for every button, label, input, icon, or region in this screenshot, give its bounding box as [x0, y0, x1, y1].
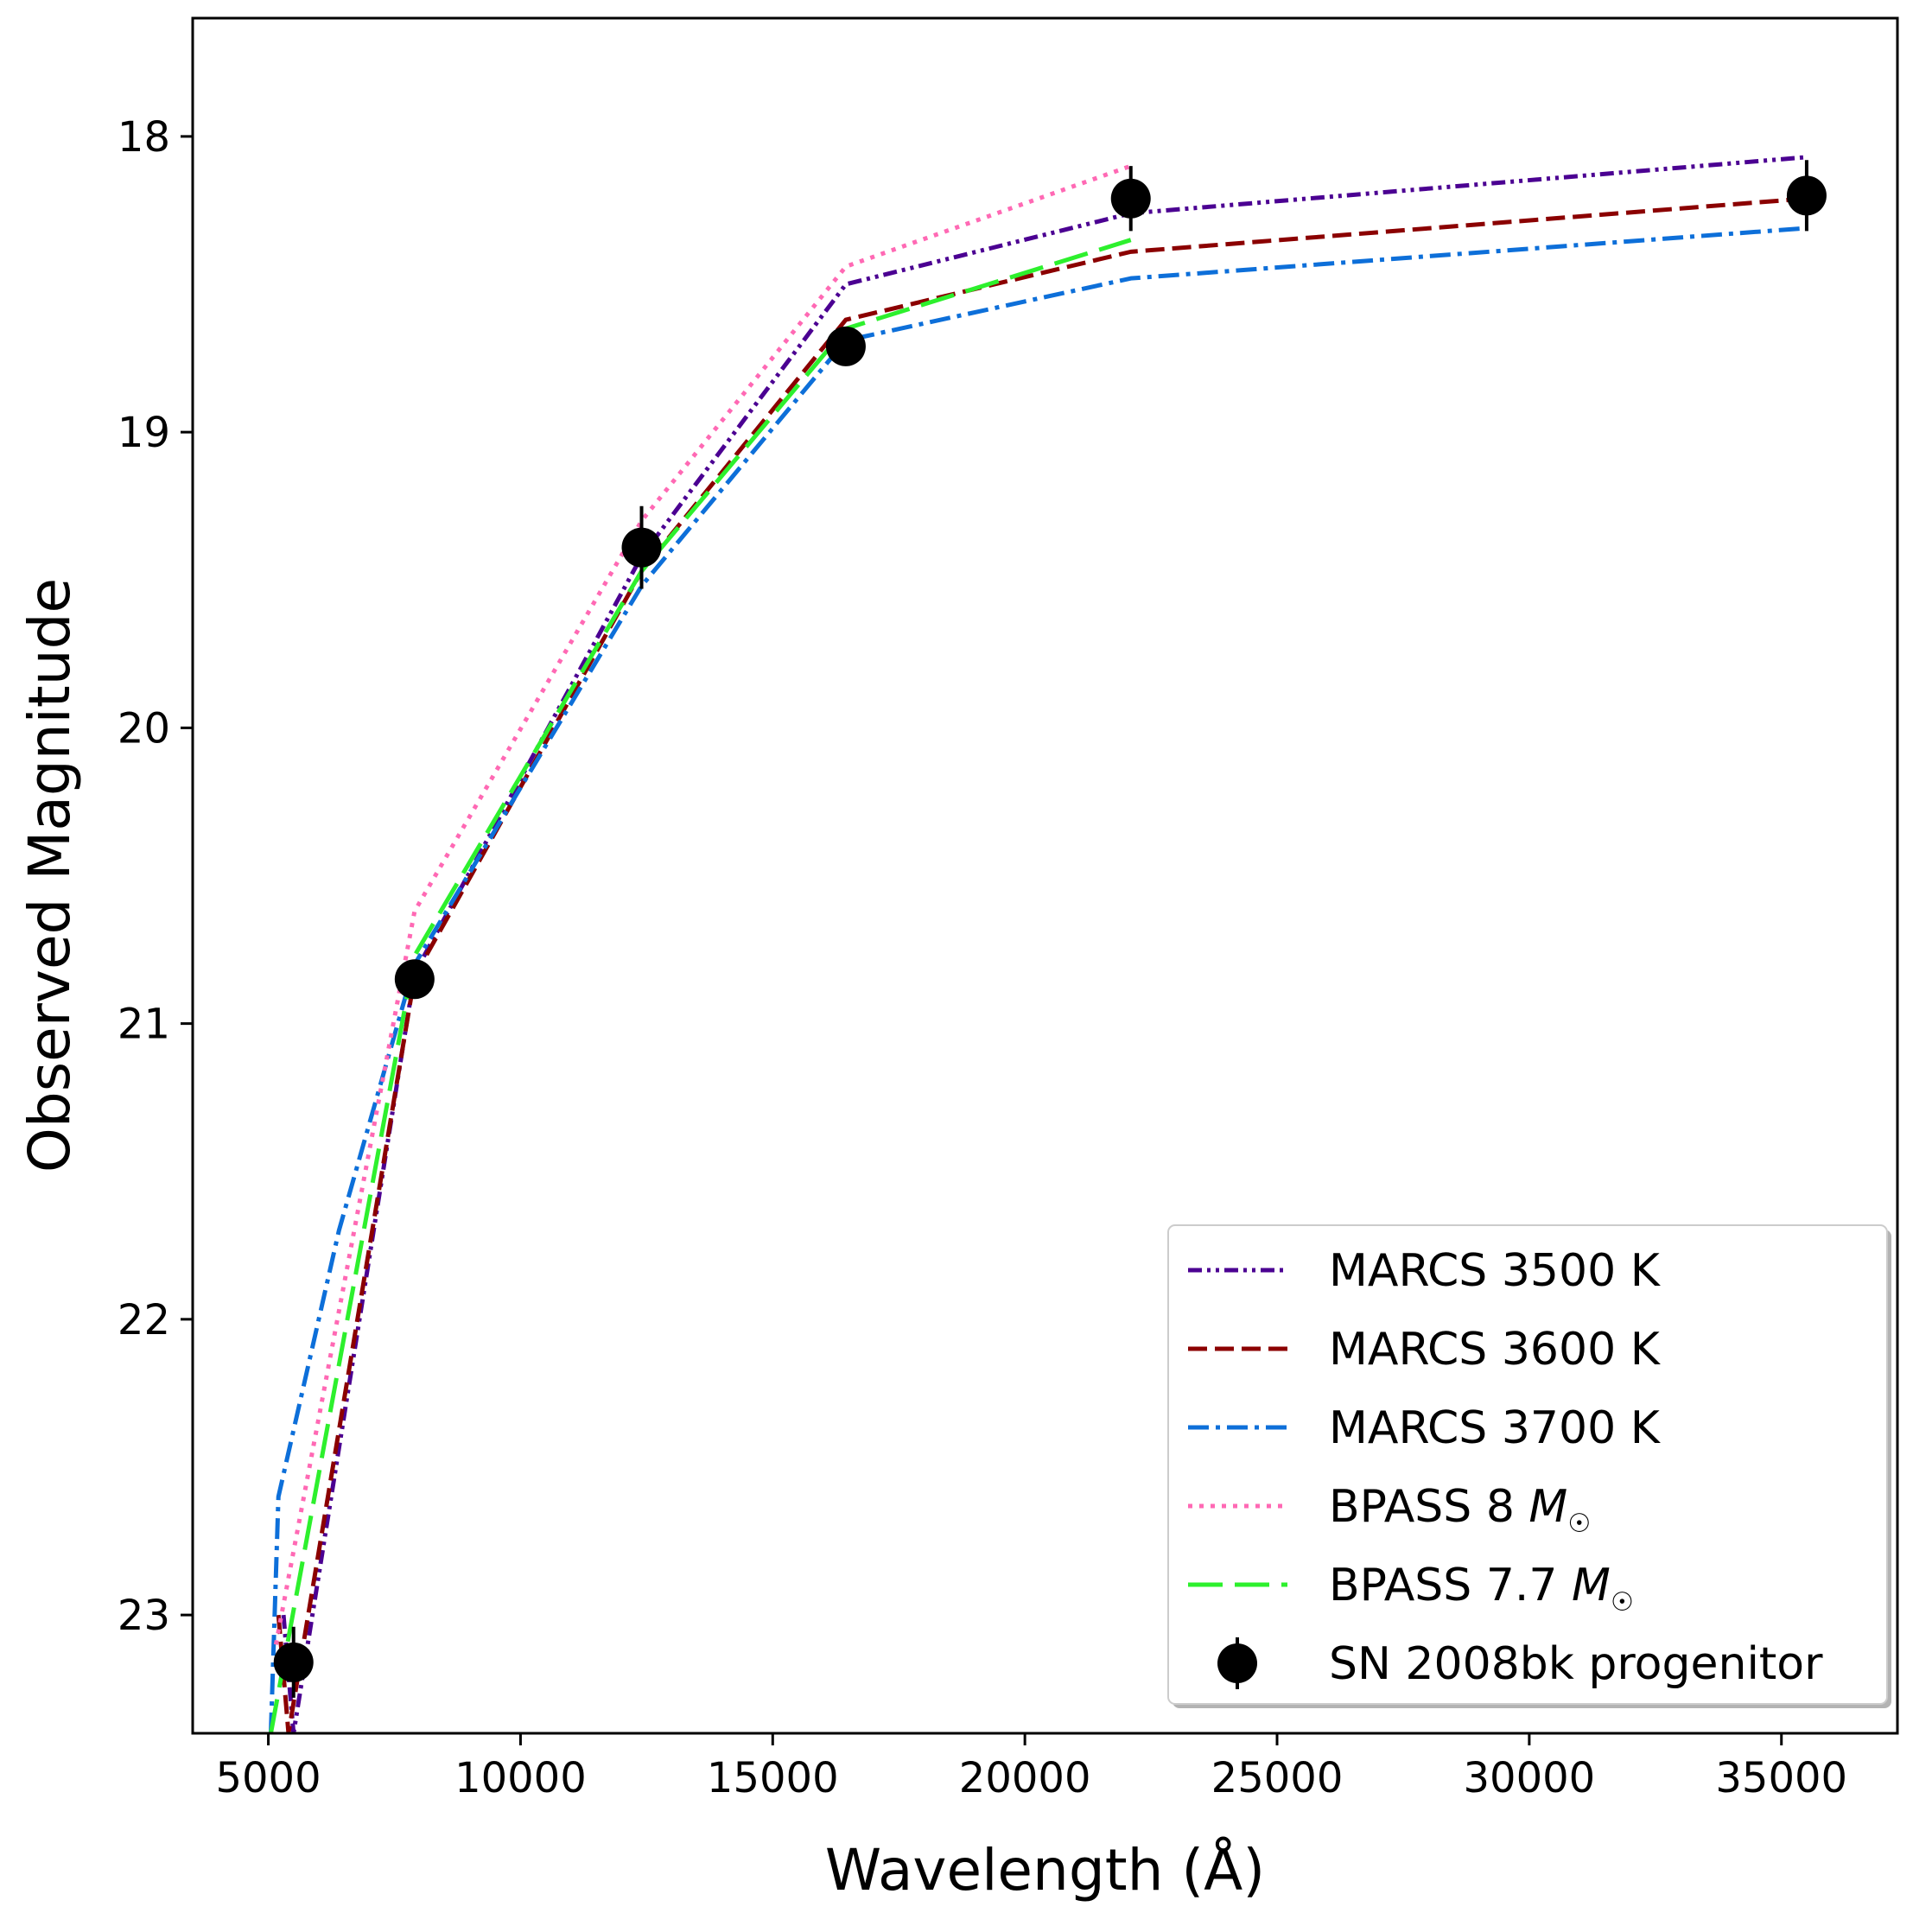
legend-label: MARCS 3700 K	[1329, 1402, 1662, 1454]
data-point	[394, 959, 435, 1000]
data-point	[1110, 178, 1151, 219]
y-axis-ticks: 18 19 20 21 22 23	[118, 113, 193, 1640]
series-line-marcs-3700-k	[268, 226, 1808, 1733]
x-tick-label: 15000	[707, 1754, 839, 1802]
legend: MARCS 3500 K MARCS 3600 K MARCS 3700 K BPAS…	[1167, 1224, 1891, 1708]
y-axis-label: Observed Magnitude	[16, 578, 83, 1173]
legend-label: MARCS 3600 K	[1329, 1324, 1662, 1376]
legend-label: BPASS 8 M☉	[1329, 1481, 1591, 1539]
y-tick-label: 20	[118, 704, 170, 753]
legend-marker	[1217, 1643, 1257, 1683]
y-tick-label: 18	[118, 113, 170, 162]
x-tick-label: 10000	[454, 1754, 587, 1802]
y-tick-label: 21	[118, 1001, 170, 1049]
plot-frame	[191, 16, 1899, 1735]
legend-label: BPASS 7.7 M☉	[1329, 1560, 1634, 1617]
data-point	[621, 527, 662, 568]
points-layer	[273, 160, 1827, 1698]
x-tick-label: 30000	[1464, 1754, 1596, 1802]
x-tick-label: 35000	[1715, 1754, 1847, 1802]
y-tick-label: 19	[118, 409, 170, 457]
data-point	[273, 1642, 314, 1682]
x-axis-ticks: 5000 10000 15000 20000 25000 30000 35000	[215, 1733, 1847, 1802]
legend-label: MARCS 3500 K	[1329, 1245, 1662, 1297]
x-axis-label: Wavelength (Å)	[825, 1837, 1265, 1903]
y-tick-label: 23	[118, 1592, 170, 1640]
x-tick-label: 25000	[1211, 1754, 1344, 1802]
y-tick-label: 22	[118, 1296, 170, 1344]
x-tick-label: 20000	[959, 1754, 1091, 1802]
x-tick-label: 5000	[215, 1754, 321, 1802]
data-point	[1786, 175, 1827, 216]
legend-frame	[1167, 1224, 1888, 1705]
series-line-bpass-8-m-	[273, 163, 1132, 1645]
legend-label: SN 2008bk progenitor	[1329, 1638, 1823, 1690]
data-point	[825, 326, 866, 366]
